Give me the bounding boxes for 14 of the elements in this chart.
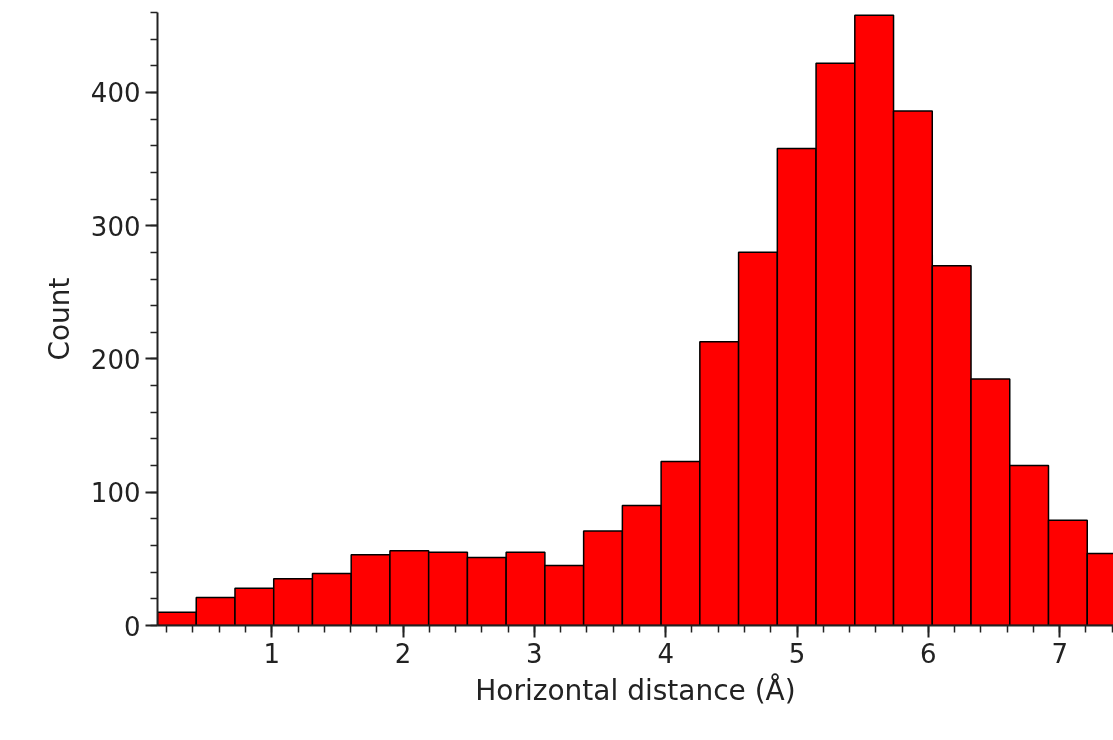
x-tick-label: 2 bbox=[394, 638, 412, 669]
y-tick-label: 100 bbox=[90, 478, 141, 509]
y-axis-title: Count bbox=[42, 277, 76, 361]
x-tick-label: 7 bbox=[1051, 638, 1068, 669]
x-tick-label: 5 bbox=[788, 638, 806, 669]
x-tick-label: 3 bbox=[526, 638, 543, 669]
x-tick-label: 1 bbox=[263, 638, 281, 669]
y-tick-label: 0 bbox=[123, 611, 141, 642]
x-tick-label: 6 bbox=[920, 638, 937, 669]
y-tick-label: 200 bbox=[90, 344, 141, 375]
x-axis-title: Horizontal distance (Å) bbox=[475, 672, 796, 707]
y-tick-label: 400 bbox=[90, 78, 141, 109]
x-tick-label: 4 bbox=[657, 638, 674, 669]
y-tick-label: 300 bbox=[90, 211, 141, 242]
